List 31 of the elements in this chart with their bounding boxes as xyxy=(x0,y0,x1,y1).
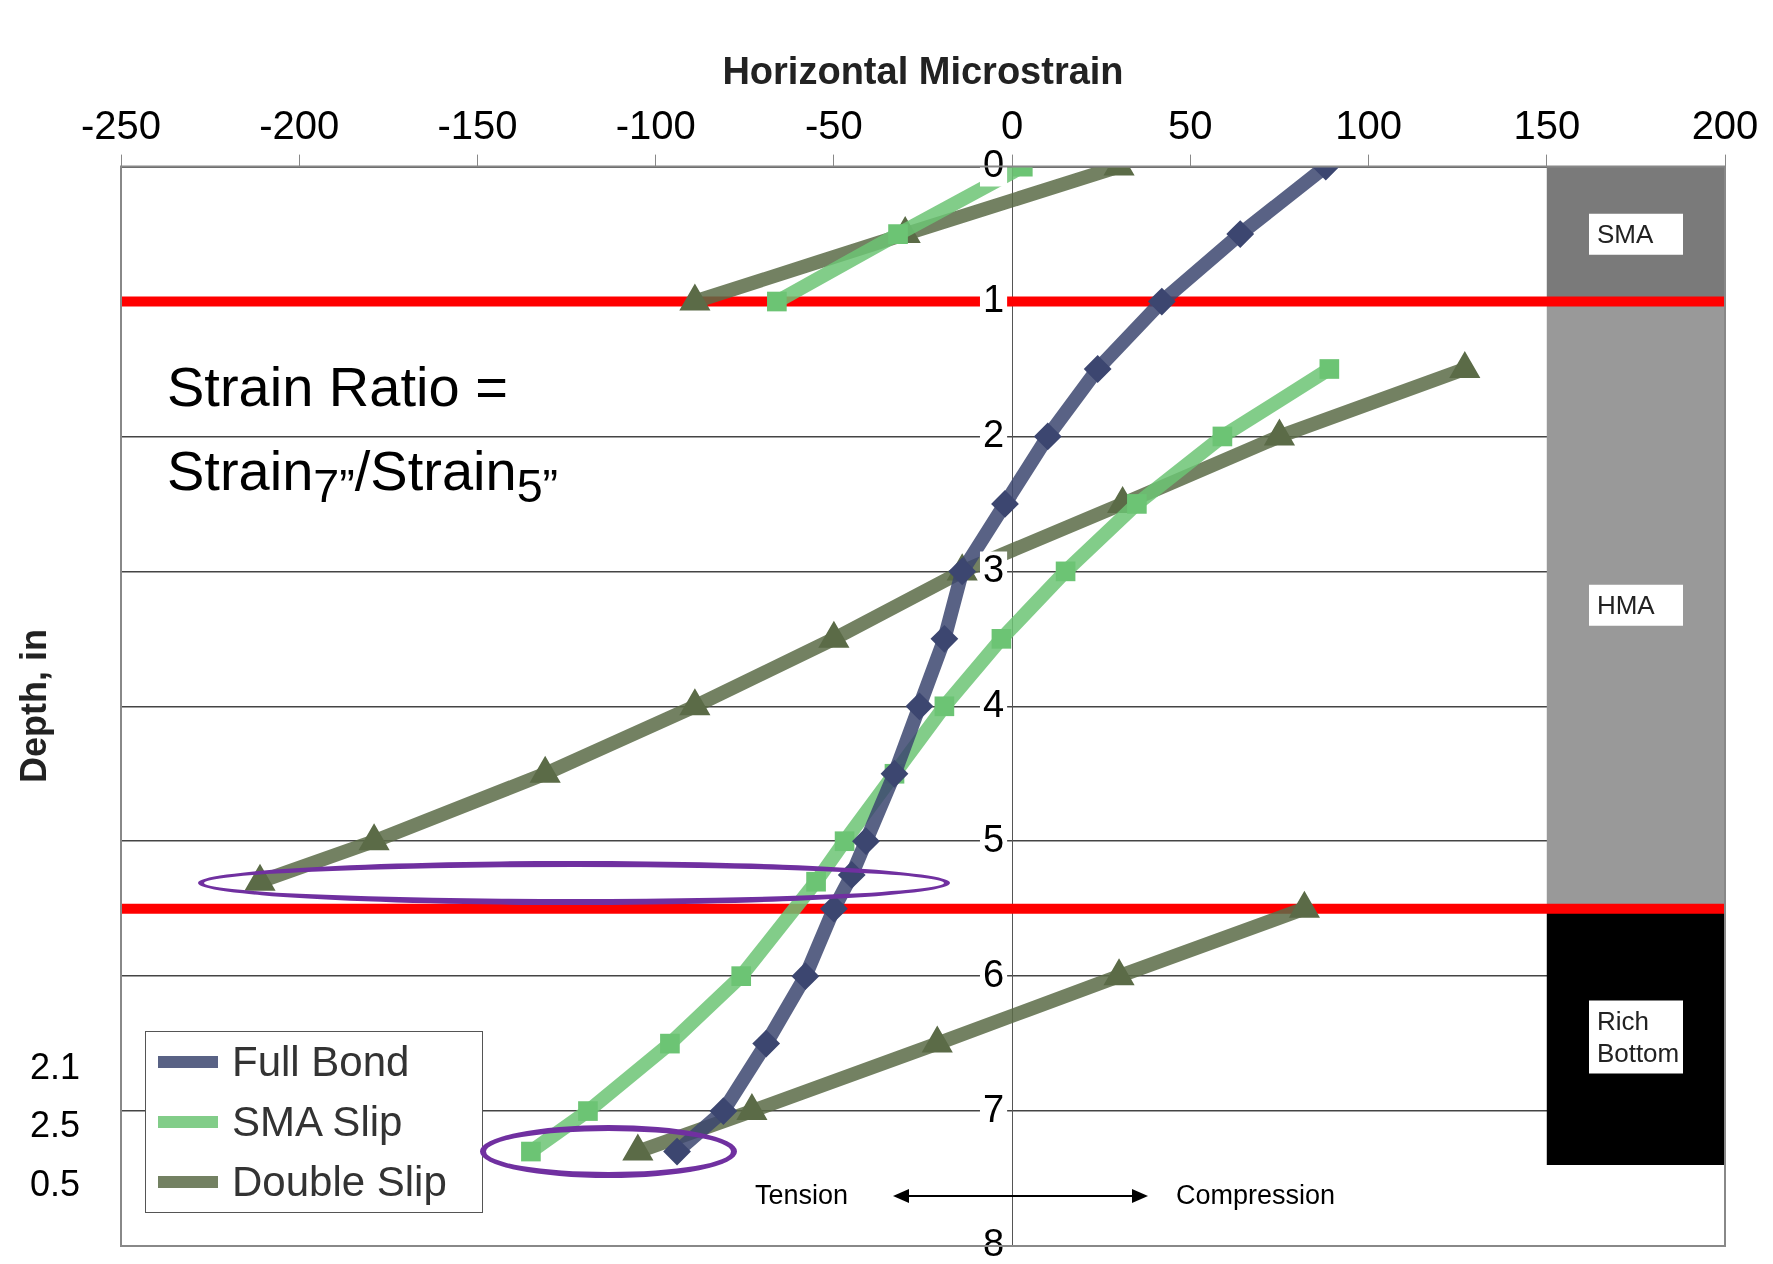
text: 2.1 xyxy=(30,1046,81,1088)
y-tick-label: 1 xyxy=(982,278,1005,321)
x-tick-label: -150 xyxy=(437,102,518,147)
x-tick-label: 50 xyxy=(1168,102,1213,147)
y-tick-label: 7 xyxy=(982,1087,1005,1130)
x-tick-label: -100 xyxy=(615,102,696,147)
x-tick-label: 100 xyxy=(1335,102,1402,147)
x-tick-label: -50 xyxy=(804,102,863,147)
x-tick-label: 200 xyxy=(1691,102,1759,147)
legend-label: SMA Slip xyxy=(232,1098,403,1146)
x-tick-label: 150 xyxy=(1513,102,1581,147)
annotation: Compression xyxy=(1176,1180,1336,1211)
y-tick-label: 5 xyxy=(982,817,1005,860)
x-tick-label: -250 xyxy=(80,102,162,147)
y-tick-label: 3 xyxy=(982,547,1005,590)
y-tick-label: 4 xyxy=(982,682,1005,725)
legend-label: Full Bond xyxy=(232,1038,410,1086)
band-label: SMA xyxy=(1588,213,1683,255)
legend-label: Double Slip xyxy=(232,1158,447,1206)
x-axis-title: Horizontal Microstrain xyxy=(722,50,1124,93)
x-tick-label: -200 xyxy=(259,102,340,147)
text: 2.5 xyxy=(30,1104,81,1146)
annotation: Strain Ratio = Strain$_{7”}$/Strain$_{5”}$ xyxy=(167,354,560,515)
y-tick-label: 6 xyxy=(982,952,1005,995)
text: 0.5 xyxy=(30,1163,81,1205)
y-tick-label: 2 xyxy=(982,412,1005,455)
y-tick-label: 0 xyxy=(982,143,1005,186)
band-label: HMA xyxy=(1588,584,1683,626)
band-label: Rich Bottom xyxy=(1588,1000,1683,1074)
annotation: Tension xyxy=(755,1180,849,1211)
y-axis-title: Depth, in xyxy=(13,629,55,784)
